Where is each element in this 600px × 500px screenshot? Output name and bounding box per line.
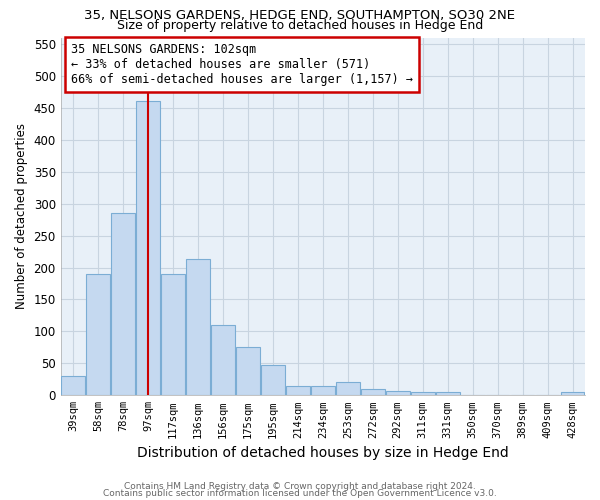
Bar [560,392,584,396]
Bar [136,102,160,396]
Y-axis label: Number of detached properties: Number of detached properties [15,124,28,310]
Bar [261,366,285,396]
Bar [236,348,260,396]
Bar [436,392,460,396]
Bar [111,213,135,396]
Text: 35, NELSONS GARDENS, HEDGE END, SOUTHAMPTON, SO30 2NE: 35, NELSONS GARDENS, HEDGE END, SOUTHAMP… [85,9,515,22]
Text: Contains public sector information licensed under the Open Government Licence v3: Contains public sector information licen… [103,488,497,498]
Bar [161,274,185,396]
Bar [186,259,210,396]
Text: Size of property relative to detached houses in Hedge End: Size of property relative to detached ho… [117,18,483,32]
Bar [311,386,335,396]
Bar [361,389,385,396]
Bar [286,386,310,396]
Bar [411,392,434,396]
X-axis label: Distribution of detached houses by size in Hedge End: Distribution of detached houses by size … [137,446,509,460]
Bar [211,325,235,396]
Bar [61,376,85,396]
Text: 35 NELSONS GARDENS: 102sqm
← 33% of detached houses are smaller (571)
66% of sem: 35 NELSONS GARDENS: 102sqm ← 33% of deta… [71,43,413,86]
Text: Contains HM Land Registry data © Crown copyright and database right 2024.: Contains HM Land Registry data © Crown c… [124,482,476,491]
Bar [86,274,110,396]
Bar [386,392,410,396]
Bar [336,382,359,396]
